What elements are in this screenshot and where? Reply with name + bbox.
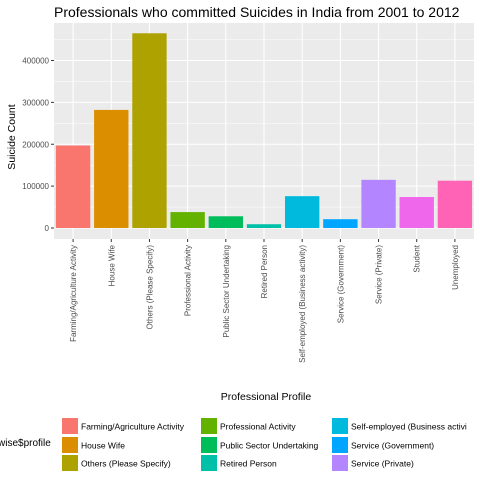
- x-tick-label: House Wife: [107, 244, 116, 286]
- bar: [246, 224, 282, 228]
- legend-swatch: [62, 455, 78, 471]
- bar: [399, 197, 434, 228]
- y-tick-label: 200000: [22, 140, 49, 149]
- x-tick-label: Unemployed: [451, 245, 460, 290]
- x-tick-label: Service (Private): [375, 245, 384, 304]
- legend: wise$profile Farming/Agriculture Activit…: [0, 418, 467, 471]
- x-tick-label: Retired Person: [260, 245, 269, 298]
- bar: [208, 216, 243, 228]
- y-axis: 0 100000 200000 300000 400000: [22, 57, 54, 233]
- x-tick-label: Others (Please Specify): [145, 245, 154, 330]
- y-tick-label: 400000: [22, 57, 49, 66]
- bar: [170, 212, 205, 228]
- x-tick-label: Service (Government): [336, 245, 345, 324]
- x-tick-label: Public Sector Undertaking: [222, 245, 231, 338]
- bars: [55, 33, 473, 228]
- legend-swatch: [62, 437, 78, 453]
- y-tick-label: 0: [45, 224, 50, 233]
- legend-swatch: [332, 437, 348, 453]
- bar: [437, 180, 473, 228]
- legend-title: wise$profile: [0, 438, 51, 449]
- legend-swatch: [62, 418, 78, 434]
- bar: [361, 179, 396, 228]
- legend-swatch: [201, 437, 217, 453]
- x-axis-title: Professional Profile: [221, 391, 312, 403]
- legend-label: House Wife: [81, 441, 125, 451]
- bar: [323, 219, 358, 228]
- y-tick-label: 300000: [22, 98, 49, 107]
- legend-swatch: [201, 418, 217, 434]
- legend-label: Service (Private): [351, 459, 414, 469]
- bar: [285, 196, 320, 228]
- x-tick-label: Student: [413, 244, 422, 272]
- legend-swatch: [332, 455, 348, 471]
- legend-label: Professional Activity: [220, 422, 296, 432]
- y-axis-title: Suicide Count: [6, 104, 18, 169]
- legend-label: Farming/Agriculture Activity: [81, 422, 185, 432]
- bar: [55, 145, 91, 228]
- bar: [132, 33, 167, 228]
- legend-label: Others (Please Specify): [81, 459, 171, 469]
- legend-label: Public Sector Undertaking: [220, 441, 319, 451]
- legend-label: Self-employed (Business activi: [351, 422, 467, 432]
- legend-swatch: [201, 455, 217, 471]
- x-tick-label: Professional Activity: [184, 245, 193, 316]
- x-tick-label: Farming/Agriculture Activity: [69, 245, 78, 342]
- x-axis: Farming/Agriculture Activity House Wife Ot…: [69, 239, 460, 363]
- chart-title: Professionals who committed Suicides in …: [54, 4, 460, 20]
- x-tick-label: Self-employed (Business activity): [298, 245, 307, 363]
- legend-label: Service (Government): [351, 441, 434, 451]
- y-tick-label: 100000: [22, 182, 49, 191]
- bar: [94, 109, 129, 228]
- legend-swatch: [332, 418, 348, 434]
- legend-label: Retired Person: [220, 459, 277, 469]
